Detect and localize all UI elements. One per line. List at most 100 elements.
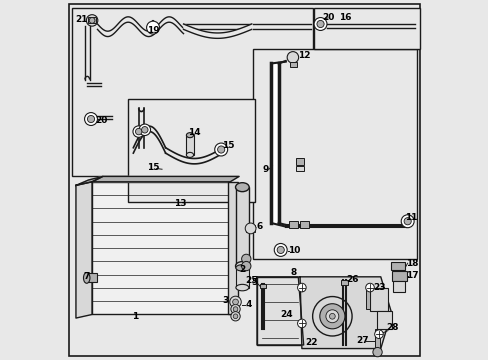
Text: 19: 19 <box>146 26 159 35</box>
Ellipse shape <box>186 133 193 138</box>
Text: 16: 16 <box>339 13 351 22</box>
Circle shape <box>297 283 305 292</box>
Bar <box>253 49 416 259</box>
Bar <box>296 158 304 165</box>
Ellipse shape <box>83 273 90 283</box>
Bar <box>296 166 304 171</box>
Circle shape <box>319 304 344 329</box>
Bar <box>391 271 406 282</box>
Bar <box>300 221 308 228</box>
Bar <box>88 17 96 23</box>
Text: 2: 2 <box>239 265 245 274</box>
Bar <box>390 262 405 270</box>
Circle shape <box>135 129 142 135</box>
Polygon shape <box>92 182 230 315</box>
Bar <box>246 225 255 232</box>
Circle shape <box>233 314 237 319</box>
Circle shape <box>312 297 351 336</box>
Ellipse shape <box>235 183 249 192</box>
Circle shape <box>86 15 98 26</box>
Bar <box>228 182 238 315</box>
Text: 6: 6 <box>256 222 262 231</box>
Circle shape <box>133 126 144 137</box>
Text: 24: 24 <box>280 310 292 319</box>
Text: 25: 25 <box>245 276 257 285</box>
Circle shape <box>274 243 286 256</box>
Circle shape <box>316 21 324 28</box>
Polygon shape <box>76 182 92 318</box>
Text: 28: 28 <box>385 323 398 332</box>
Circle shape <box>313 18 326 31</box>
Circle shape <box>229 296 241 308</box>
Polygon shape <box>300 277 391 348</box>
Text: 15: 15 <box>222 141 234 150</box>
Ellipse shape <box>235 262 249 271</box>
Circle shape <box>142 127 148 133</box>
Circle shape <box>89 18 95 23</box>
Polygon shape <box>92 176 239 182</box>
Text: 12: 12 <box>298 51 310 60</box>
Text: 26: 26 <box>345 275 358 284</box>
Text: 27: 27 <box>355 336 367 345</box>
Bar <box>314 8 419 49</box>
Circle shape <box>232 299 238 305</box>
Bar <box>260 284 266 288</box>
Circle shape <box>217 146 224 153</box>
Ellipse shape <box>235 265 248 271</box>
Text: 18: 18 <box>405 259 418 268</box>
Circle shape <box>230 305 240 314</box>
Bar <box>375 329 379 354</box>
Text: 17: 17 <box>405 270 418 279</box>
Text: 20: 20 <box>95 116 107 125</box>
Circle shape <box>244 223 255 234</box>
Circle shape <box>365 283 373 292</box>
Text: 21: 21 <box>75 15 87 24</box>
Bar <box>392 282 404 292</box>
Bar <box>186 135 193 155</box>
Circle shape <box>374 330 383 338</box>
Text: 13: 13 <box>173 199 186 208</box>
Bar <box>369 288 387 311</box>
Text: 15: 15 <box>146 163 159 172</box>
Circle shape <box>325 310 338 323</box>
Ellipse shape <box>186 152 193 157</box>
Circle shape <box>87 116 94 123</box>
Text: 7: 7 <box>83 272 90 281</box>
Bar <box>341 280 347 285</box>
Text: 9: 9 <box>262 165 268 174</box>
Circle shape <box>230 312 240 321</box>
Bar <box>235 187 249 266</box>
Circle shape <box>139 124 150 135</box>
Text: 23: 23 <box>373 283 385 292</box>
Text: 1: 1 <box>132 312 138 321</box>
Text: 14: 14 <box>187 128 200 137</box>
Circle shape <box>329 314 335 319</box>
Text: 20: 20 <box>322 13 334 22</box>
Text: 5: 5 <box>251 278 257 287</box>
Circle shape <box>372 347 382 357</box>
Bar <box>366 288 369 309</box>
Text: 4: 4 <box>245 300 252 309</box>
Bar <box>290 62 296 67</box>
Bar <box>235 268 248 288</box>
Circle shape <box>84 113 97 126</box>
Bar <box>289 221 298 228</box>
Circle shape <box>297 319 305 328</box>
Text: 8: 8 <box>290 268 297 277</box>
Text: 10: 10 <box>287 246 300 255</box>
Polygon shape <box>76 176 102 185</box>
Bar <box>376 311 391 329</box>
Circle shape <box>146 21 159 34</box>
Bar <box>257 277 303 345</box>
Circle shape <box>403 218 410 225</box>
Polygon shape <box>257 277 303 345</box>
Circle shape <box>241 261 250 271</box>
Circle shape <box>241 254 250 264</box>
Text: 3: 3 <box>222 296 228 305</box>
Circle shape <box>233 307 237 311</box>
Bar <box>128 99 255 202</box>
Circle shape <box>214 143 227 156</box>
Text: 11: 11 <box>404 213 417 222</box>
Ellipse shape <box>235 284 248 291</box>
Circle shape <box>400 215 413 228</box>
